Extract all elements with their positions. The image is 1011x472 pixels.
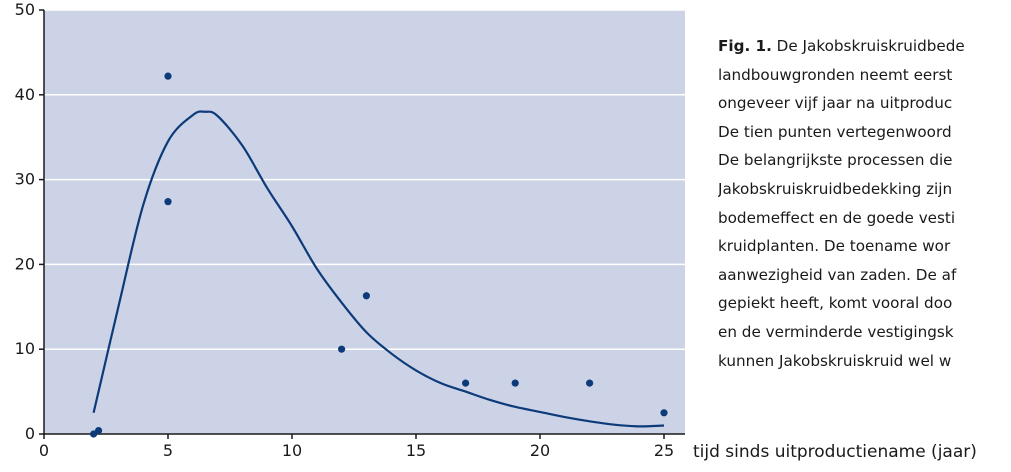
caption-text: aanwezigheid van zaden. De af	[718, 265, 957, 284]
plot-background	[44, 10, 685, 434]
tick-labels: 0 10 20 30 40 50 0 5 10 15 20 25	[15, 0, 675, 460]
caption-line: De tien punten vertegenwoord	[718, 118, 1008, 147]
caption-text: De belangrijkste processen die	[718, 151, 953, 170]
caption-line: Jakobskruiskruidbedekking zijn	[718, 175, 1008, 204]
caption-text: kruidplanten. De toename wor	[718, 237, 951, 256]
data-point	[362, 292, 370, 300]
caption-text: gepiekt heeft, komt vooral doo	[718, 294, 953, 313]
data-point	[338, 345, 346, 353]
caption-text: en de verminderde vestigingsk	[718, 322, 954, 341]
y-tick-label: 50	[15, 0, 35, 19]
x-tick-label: 10	[282, 441, 302, 460]
y-tick-label: 30	[15, 170, 35, 189]
data-point	[511, 379, 519, 387]
figure-caption: Fig. 1. De Jakobskruiskruidbede landbouwg…	[718, 32, 1008, 375]
caption-line: bodemeffect en de goede vesti	[718, 204, 1008, 233]
y-tick-label: 40	[15, 85, 35, 104]
caption-line: gepiekt heeft, komt vooral doo	[718, 289, 1008, 318]
caption-text: De tien punten vertegenwoord	[718, 122, 952, 141]
caption-figure-number: Fig. 1.	[718, 37, 772, 55]
x-axis-label: tijd sinds uitproductiename (jaar)	[693, 442, 977, 462]
caption-text: De Jakobskruiskruidbede	[771, 37, 965, 55]
x-tick-label: 25	[654, 441, 674, 460]
caption-text: bodemeffect en de goede vesti	[718, 208, 956, 227]
x-tick-label: 5	[163, 441, 173, 460]
caption-line: en de verminderde vestigingsk	[718, 318, 1008, 347]
caption-line: ongeveer vijf jaar na uitproduc	[718, 89, 1008, 118]
axes	[43, 10, 685, 435]
caption-line: Fig. 1. De Jakobskruiskruidbede	[718, 32, 1008, 61]
caption-line: kruidplanten. De toename wor	[718, 232, 1008, 261]
data-point	[660, 409, 668, 417]
caption-text: kunnen Jakobskruiskruid wel w	[718, 351, 952, 370]
x-tick-label: 15	[406, 441, 426, 460]
caption-line: aanwezigheid van zaden. De af	[718, 261, 1008, 290]
data-point	[164, 72, 172, 80]
caption-line: kunnen Jakobskruiskruid wel w	[718, 347, 1008, 376]
fitted-curve-line	[92, 110, 665, 428]
data-points	[90, 72, 668, 438]
caption-text: landbouwgronden neemt eerst	[718, 65, 953, 84]
data-point	[586, 379, 594, 387]
caption-line: landbouwgronden neemt eerst	[718, 61, 1008, 90]
y-tick-label: 0	[25, 424, 35, 443]
data-point	[94, 427, 103, 435]
y-tick-label: 10	[15, 339, 35, 358]
y-tick-label: 20	[15, 254, 35, 273]
fitted-curve	[92, 110, 665, 428]
caption-text: ongeveer vijf jaar na uitproduc	[718, 94, 953, 113]
x-tick-label: 0	[39, 441, 49, 460]
caption-line: De belangrijkste processen die	[718, 146, 1008, 175]
data-point	[462, 379, 470, 387]
caption-text: Jakobskruiskruidbedekking zijn	[718, 179, 953, 198]
x-tick-label: 20	[530, 441, 550, 460]
data-point	[164, 198, 172, 206]
